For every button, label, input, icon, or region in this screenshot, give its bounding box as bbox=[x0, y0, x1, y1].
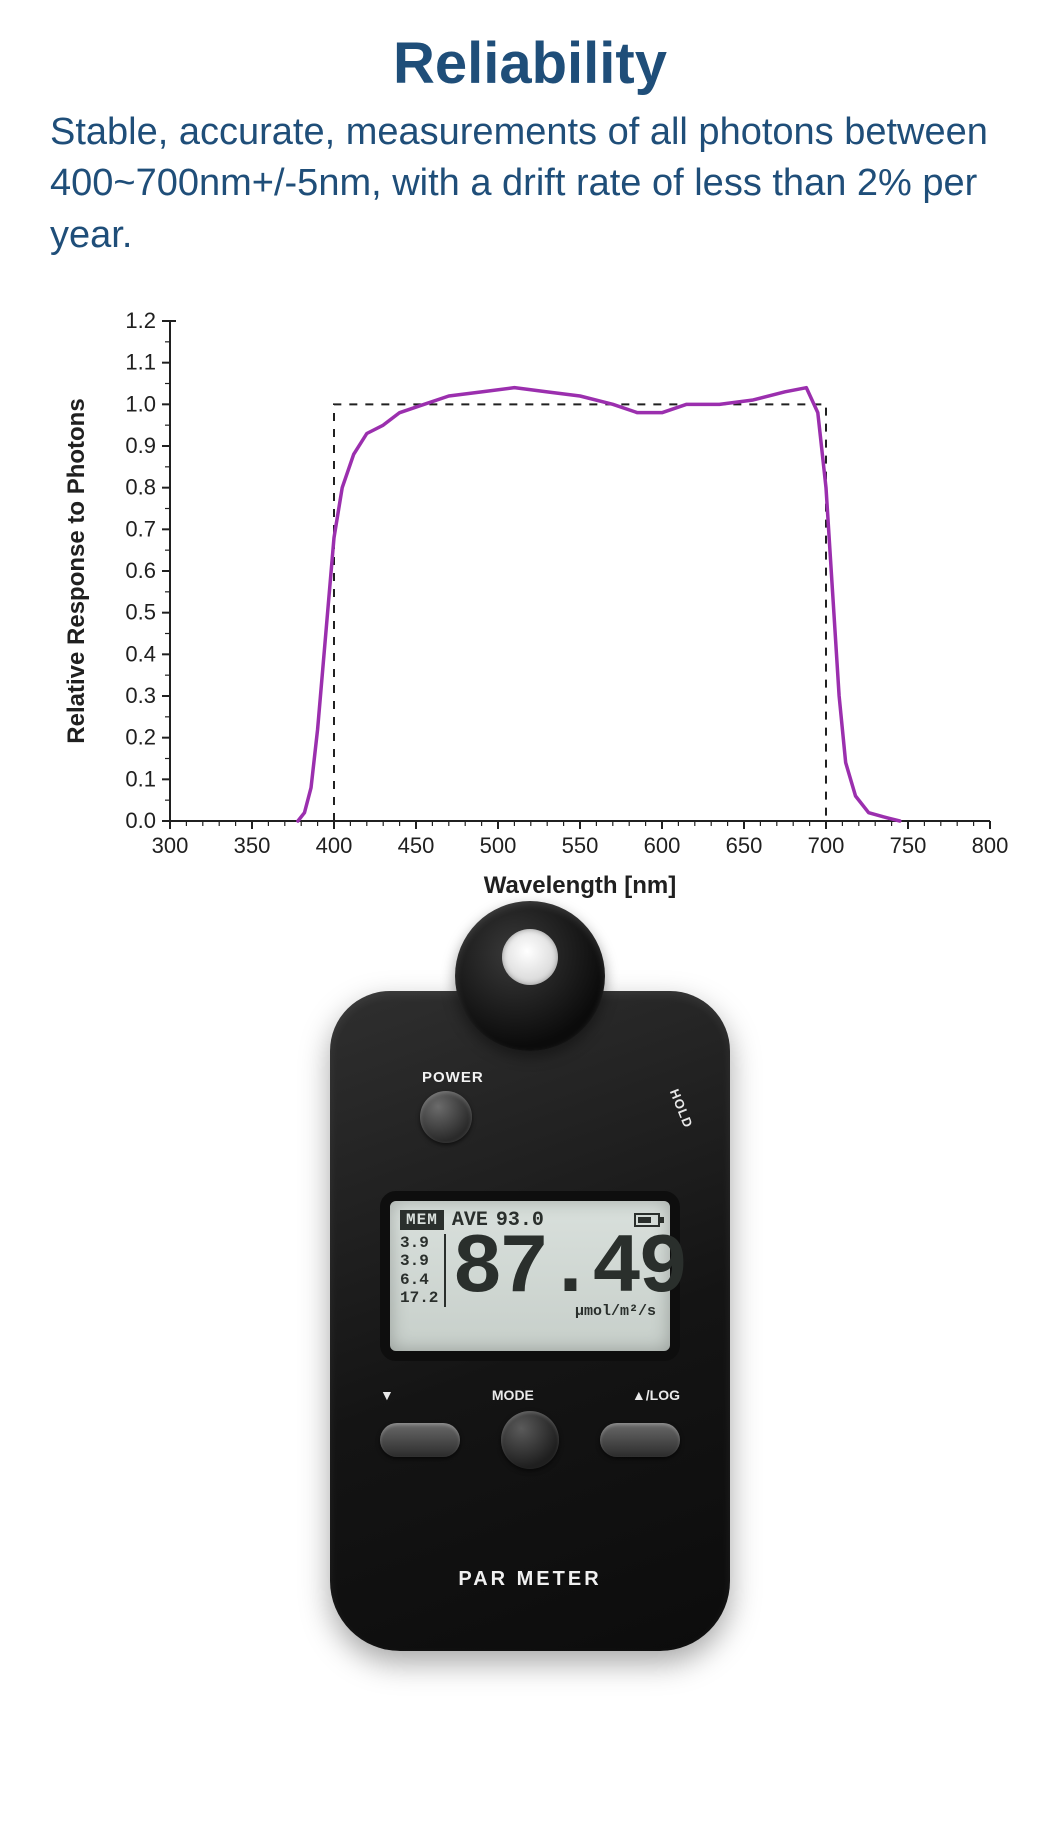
svg-text:500: 500 bbox=[480, 833, 517, 858]
svg-text:0.3: 0.3 bbox=[125, 683, 156, 708]
mem-value: 3.9 bbox=[400, 1252, 438, 1270]
svg-text:300: 300 bbox=[152, 833, 189, 858]
log-button[interactable] bbox=[600, 1423, 680, 1457]
par-meter-device: POWER HOLD MEM AVE 93.0 3.9 3.9 6.4 17.2… bbox=[310, 991, 750, 1651]
svg-text:1.0: 1.0 bbox=[125, 391, 156, 416]
mem-badge: MEM bbox=[400, 1210, 444, 1230]
battery-icon bbox=[634, 1213, 660, 1227]
svg-text:0.6: 0.6 bbox=[125, 558, 156, 583]
svg-text:400: 400 bbox=[316, 833, 353, 858]
mode-button[interactable] bbox=[501, 1411, 559, 1469]
svg-text:650: 650 bbox=[726, 833, 763, 858]
device-name-label: PAR METER bbox=[330, 1568, 730, 1591]
sensor-head bbox=[455, 901, 605, 1051]
mem-value: 17.2 bbox=[400, 1289, 438, 1307]
svg-text:Relative Response to Photons: Relative Response to Photons bbox=[63, 398, 90, 743]
svg-text:800: 800 bbox=[972, 833, 1009, 858]
svg-text:0.2: 0.2 bbox=[125, 725, 156, 750]
svg-text:600: 600 bbox=[644, 833, 681, 858]
mem-value: 3.9 bbox=[400, 1234, 438, 1252]
svg-text:550: 550 bbox=[562, 833, 599, 858]
page-title: Reliability bbox=[50, 30, 1010, 97]
sensor-window bbox=[502, 929, 558, 985]
svg-text:0.7: 0.7 bbox=[125, 516, 156, 541]
mem-value: 6.4 bbox=[400, 1271, 438, 1289]
svg-text:0.0: 0.0 bbox=[125, 808, 156, 833]
page-subtitle: Stable, accurate, measurements of all ph… bbox=[50, 107, 1010, 261]
main-reading: 87.49 bbox=[452, 1232, 684, 1308]
svg-text:750: 750 bbox=[890, 833, 927, 858]
svg-text:350: 350 bbox=[234, 833, 271, 858]
svg-text:450: 450 bbox=[398, 833, 435, 858]
response-chart: 0.0 0.1 0.2 0.3 0.4 0.5 0.6 0.7 0.8 0.9 1.0 1.1 1.2 3… bbox=[50, 301, 1010, 921]
svg-text:0.4: 0.4 bbox=[125, 641, 156, 666]
down-button[interactable] bbox=[380, 1423, 460, 1457]
svg-text:1.2: 1.2 bbox=[125, 308, 156, 333]
mode-button-label: MODE bbox=[394, 1387, 632, 1403]
chart-svg: 0.0 0.1 0.2 0.3 0.4 0.5 0.6 0.7 0.8 0.9 1.0 1.1 1.2 3… bbox=[50, 301, 1010, 921]
power-label: POWER bbox=[422, 1069, 484, 1086]
log-button-label: ▲/LOG bbox=[632, 1387, 680, 1403]
svg-text:0.8: 0.8 bbox=[125, 475, 156, 500]
lcd-screen: MEM AVE 93.0 3.9 3.9 6.4 17.2 87.49 µmol… bbox=[380, 1191, 680, 1361]
svg-text:Wavelength [nm]: Wavelength [nm] bbox=[484, 872, 676, 899]
hold-label: HOLD bbox=[667, 1087, 696, 1130]
svg-text:0.1: 0.1 bbox=[125, 766, 156, 791]
svg-text:700: 700 bbox=[808, 833, 845, 858]
svg-text:1.1: 1.1 bbox=[125, 350, 156, 375]
memory-column: 3.9 3.9 6.4 17.2 bbox=[400, 1234, 446, 1308]
device-body: POWER HOLD MEM AVE 93.0 3.9 3.9 6.4 17.2… bbox=[330, 991, 730, 1651]
down-button-label: ▼ bbox=[380, 1387, 394, 1403]
power-button[interactable] bbox=[420, 1091, 472, 1143]
svg-text:0.5: 0.5 bbox=[125, 600, 156, 625]
svg-text:0.9: 0.9 bbox=[125, 433, 156, 458]
